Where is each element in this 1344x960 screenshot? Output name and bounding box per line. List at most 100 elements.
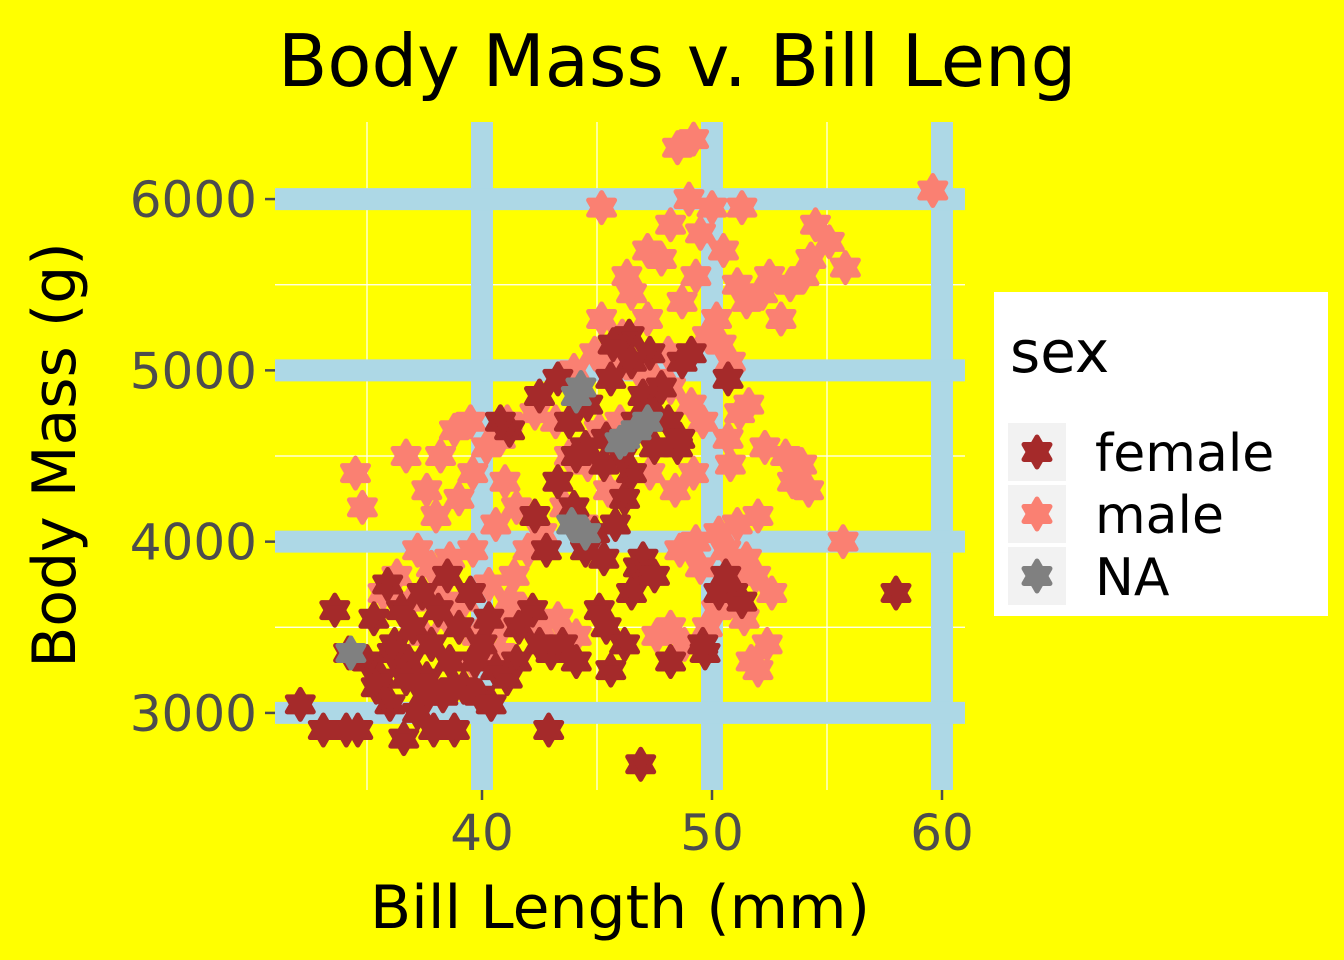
legend-key-female — [1021, 434, 1053, 470]
data-point-male — [664, 532, 696, 568]
data-point-female — [422, 592, 454, 628]
data-point-female — [542, 361, 574, 397]
data-point-female — [466, 626, 498, 662]
data-point-male — [480, 507, 512, 543]
legend-key-male — [1021, 496, 1053, 532]
data-point-NA — [565, 369, 597, 405]
data-point-female — [406, 575, 438, 611]
data-point-female — [524, 378, 555, 414]
data-point-female — [560, 438, 592, 474]
data-point-male — [742, 652, 774, 688]
data-point-male — [457, 532, 489, 568]
data-point-male — [756, 575, 788, 611]
data-point-male — [724, 395, 756, 431]
data-point-male — [708, 232, 739, 268]
data-point-female — [599, 507, 631, 543]
x-tick-label: 40 — [450, 804, 514, 862]
data-point-female — [372, 566, 404, 602]
data-point-male — [687, 404, 719, 440]
data-point-female — [443, 609, 475, 645]
data-point-female — [595, 361, 627, 397]
data-points — [284, 121, 949, 782]
data-point-male — [659, 472, 691, 508]
data-point-male — [655, 207, 687, 243]
data-point-NA — [570, 515, 601, 551]
data-point-female — [553, 404, 585, 440]
y-tick-label: 3000 — [130, 685, 257, 743]
data-point-female — [880, 575, 912, 611]
data-point-female — [519, 498, 551, 534]
data-point-female — [501, 644, 532, 680]
data-point-male — [443, 481, 475, 517]
data-point-male — [685, 215, 716, 251]
data-point-female — [616, 575, 647, 611]
data-point-male — [765, 301, 797, 337]
data-point-male — [498, 558, 530, 594]
data-point-female — [533, 712, 565, 748]
data-point-female — [307, 712, 339, 748]
data-point-female — [625, 746, 657, 782]
data-point-female — [390, 661, 422, 697]
data-point-male — [696, 190, 728, 226]
data-point-male — [457, 455, 489, 491]
legend-label-NA: NA — [1095, 548, 1170, 608]
data-point-male — [494, 584, 526, 620]
data-point-female — [376, 635, 408, 671]
data-point-male — [471, 429, 503, 465]
data-point-female — [609, 626, 641, 662]
data-point-male — [632, 301, 664, 337]
data-point-male — [788, 258, 820, 294]
data-point-male — [712, 421, 744, 457]
data-point-female — [560, 644, 592, 680]
data-point-male — [632, 232, 664, 268]
data-point-female — [675, 335, 707, 371]
data-point-female — [415, 626, 447, 662]
data-point-male — [340, 455, 371, 491]
data-point-male — [390, 438, 422, 474]
y-tick-label: 6000 — [130, 171, 257, 229]
data-point-female — [588, 541, 620, 577]
data-point-female — [319, 592, 351, 628]
y-tick-label: 4000 — [130, 514, 257, 572]
data-point-male — [586, 301, 618, 337]
y-axis-title: Body Mass (g) — [20, 242, 90, 668]
y-axis: 3000 4000 5000 6000 — [130, 171, 275, 743]
data-point-female — [547, 626, 578, 662]
data-point-male — [710, 532, 742, 568]
data-point-male — [489, 464, 521, 500]
data-point-female — [639, 429, 670, 465]
data-point-female — [664, 421, 696, 457]
data-point-female — [360, 669, 392, 705]
data-point-female — [609, 481, 641, 517]
data-point-female — [432, 558, 463, 594]
data-point-female — [397, 609, 429, 645]
data-point-male — [411, 472, 443, 508]
legend-label-male: male — [1095, 486, 1224, 546]
data-point-female — [530, 532, 562, 568]
data-point-male — [813, 224, 845, 260]
data-point-male — [740, 558, 772, 594]
data-point-female — [639, 558, 670, 594]
y-tick-label: 5000 — [130, 342, 257, 400]
data-point-male — [542, 601, 574, 637]
data-point-male — [714, 447, 746, 483]
data-point-female — [712, 361, 744, 397]
data-point-male — [726, 190, 758, 226]
data-point-male — [747, 275, 779, 311]
data-point-male — [611, 258, 643, 294]
x-tick-label: 60 — [910, 804, 974, 862]
data-point-male — [678, 455, 710, 491]
data-point-male — [425, 438, 457, 474]
data-point-male — [751, 626, 783, 662]
data-point-male — [438, 412, 470, 448]
data-point-female — [358, 601, 390, 637]
data-point-female — [455, 575, 486, 611]
data-point-female — [284, 686, 316, 722]
data-point-female — [409, 678, 440, 714]
data-point-female — [597, 327, 629, 363]
data-point-female — [438, 669, 470, 705]
data-point-female — [655, 644, 687, 680]
data-point-female — [418, 712, 450, 748]
